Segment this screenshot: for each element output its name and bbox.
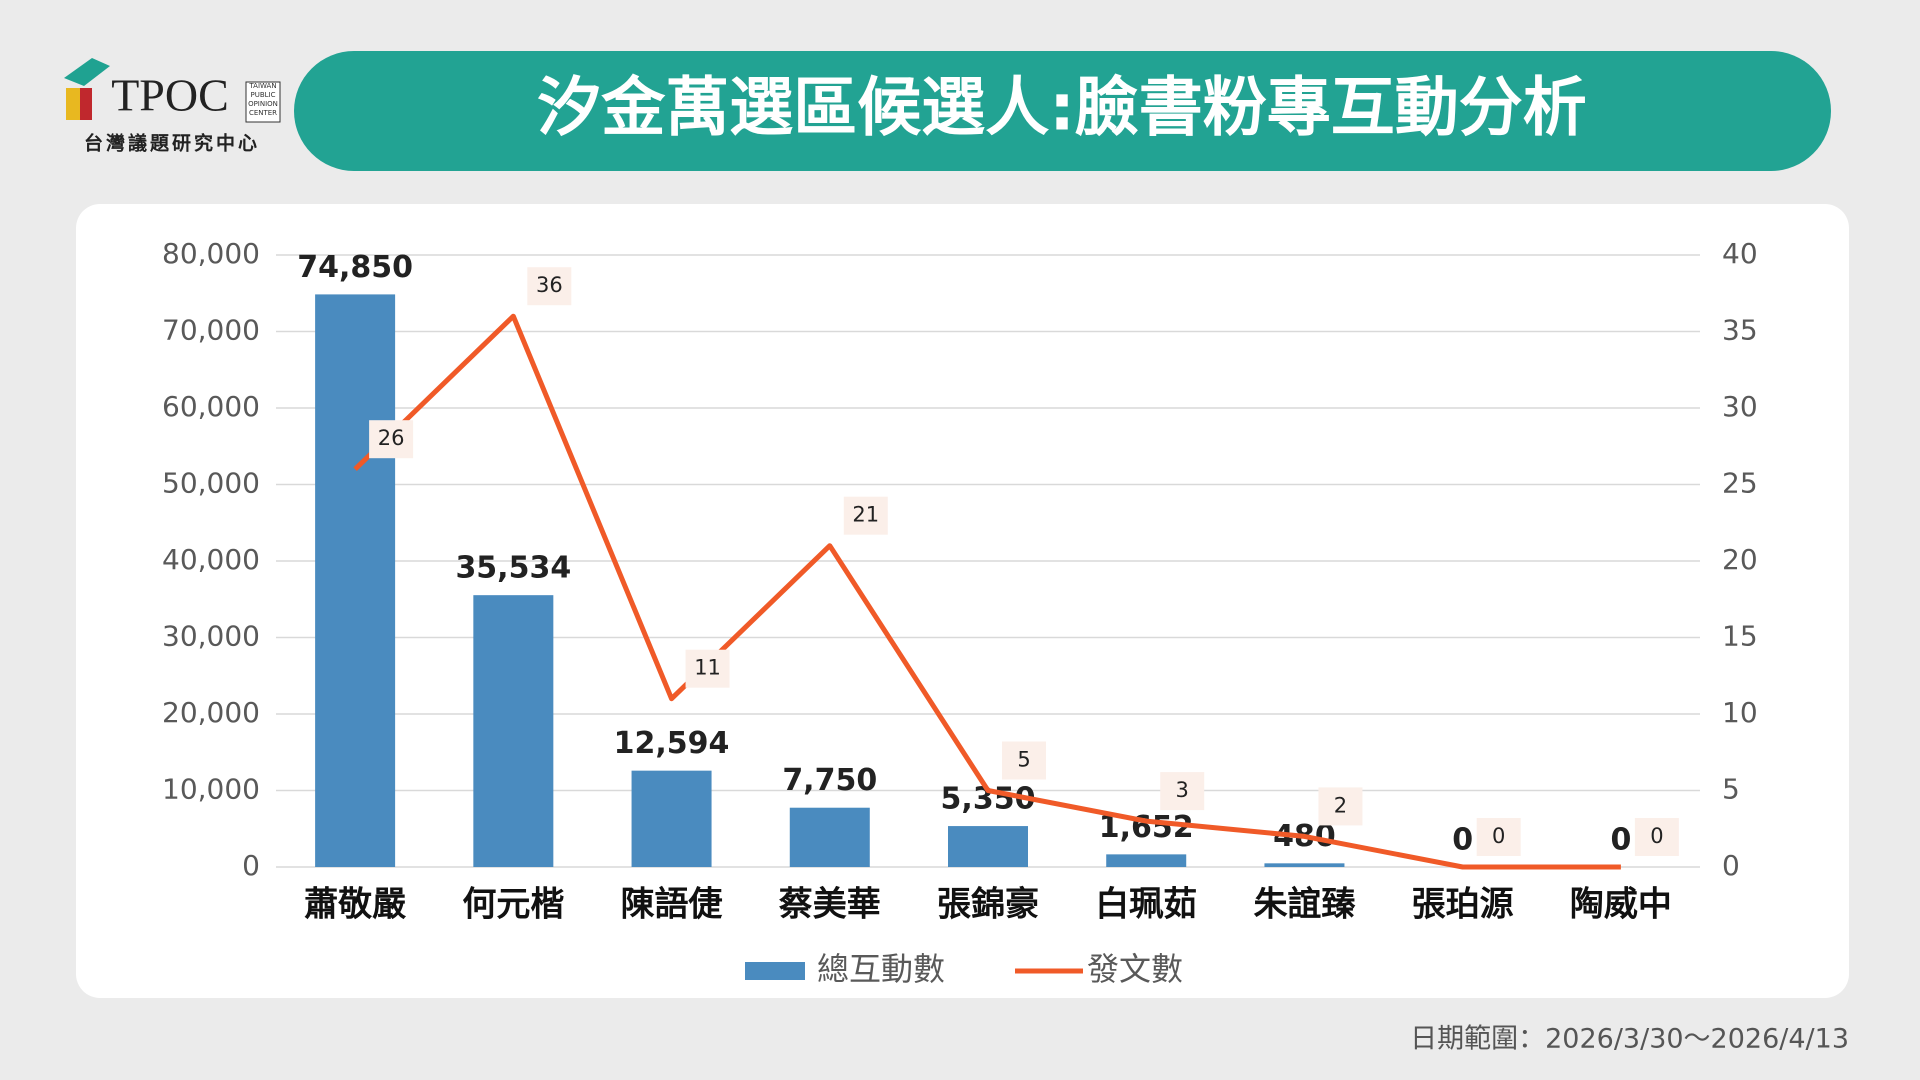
- y-tick-label: 60,000: [162, 390, 260, 423]
- y2-tick-label: 10: [1722, 696, 1758, 729]
- bar: [948, 826, 1028, 867]
- x-tick-label: 陳語倢: [621, 885, 723, 925]
- bar: [789, 807, 870, 867]
- bar-value-label: 0: [1452, 823, 1473, 858]
- title-banner: [294, 51, 1831, 171]
- plot: 0 10,000 20,000 30,000 40,000 50,000 60,000 70,…: [162, 237, 1758, 988]
- x-tick-label: 蕭敬嚴: [304, 885, 406, 925]
- y-tick-label: 40,000: [162, 543, 260, 576]
- legend-label: 發文數: [1087, 950, 1183, 988]
- x-tick-label: 何元楷: [462, 885, 564, 925]
- y-tick-label: 10,000: [162, 773, 260, 806]
- logo: TPOC TAIWAN PUBLIC OPINION CENTER 台灣議題研究…: [64, 58, 281, 155]
- bar: [1106, 854, 1187, 867]
- bar: [631, 770, 712, 867]
- line-value-label: 5: [1017, 748, 1030, 772]
- line-label-box: [685, 649, 730, 688]
- line-label-box: [527, 267, 572, 306]
- date-range: 日期範圍：2026/3/30～2026/4/13: [1410, 1024, 1849, 1055]
- line-value-label: 26: [378, 426, 405, 450]
- bar-value-label: 0: [1610, 823, 1631, 858]
- line-value-label: 11: [694, 656, 721, 680]
- y2-tick-label: 15: [1722, 620, 1758, 653]
- y-tick-label: 20,000: [162, 696, 260, 729]
- line-value-label: 0: [1492, 824, 1505, 848]
- logo-box: [245, 81, 281, 123]
- bar-value-label: 35,534: [455, 551, 571, 586]
- line-label-box: [1476, 818, 1521, 856]
- line-value-label: 3: [1176, 778, 1189, 802]
- x-tick-label: 朱誼臻: [1253, 885, 1356, 925]
- logo-english: CENTER: [249, 109, 277, 117]
- line-label-box: [843, 496, 888, 535]
- bar-value-label: 74,850: [297, 250, 413, 285]
- y2-tick-label: 25: [1722, 467, 1758, 500]
- y2-tick-label: 5: [1722, 773, 1740, 806]
- bar: [473, 595, 554, 867]
- line-label-box: [1002, 741, 1046, 780]
- line-value-label: 21: [852, 503, 879, 527]
- logo-english: TAIWAN: [248, 82, 276, 90]
- chart-title: 汐金萬選區候選人:臉書粉專互動分析: [537, 72, 1587, 146]
- line-value-label: 0: [1650, 824, 1663, 848]
- x-tick-label: 蔡美華: [778, 885, 881, 925]
- line-label-box: [1634, 818, 1679, 856]
- line-label-box: [1318, 787, 1363, 826]
- line-value-label: 2: [1334, 793, 1347, 817]
- y-tick-label: 30,000: [162, 620, 260, 653]
- bar-value-label: 12,594: [614, 726, 730, 761]
- y2-tick-label: 20: [1722, 543, 1758, 576]
- y-tick-label: 0: [242, 849, 260, 882]
- logo-shape: [66, 88, 80, 120]
- logo-english: PUBLIC: [251, 91, 276, 99]
- y2-tick-label: 40: [1722, 237, 1758, 270]
- line: [353, 313, 1621, 870]
- bar: [315, 294, 396, 868]
- logo-shape: [80, 88, 92, 120]
- y-tick-label: 70,000: [162, 314, 260, 347]
- logo-abbr: TPOC: [111, 70, 229, 121]
- line-label-box: [1160, 772, 1205, 811]
- x-tick-label: 白珮茹: [1095, 885, 1197, 925]
- bar: [1264, 863, 1345, 867]
- x-tick-label: 張珀源: [1412, 885, 1514, 925]
- line-value-label: 36: [536, 273, 563, 297]
- line-label-box: [369, 420, 414, 459]
- x-tick-label: 張錦豪: [937, 885, 1039, 925]
- logo-name: 台灣議題研究中心: [84, 132, 260, 155]
- y2-tick-label: 35: [1722, 314, 1758, 347]
- y-tick-label: 50,000: [162, 467, 260, 500]
- bar-value-label: 7,750: [782, 763, 877, 798]
- y-tick-label: 80,000: [162, 237, 260, 270]
- y2-tick-label: 30: [1722, 390, 1758, 423]
- legend-label: 總互動數: [817, 950, 945, 988]
- y2-tick-label: 0: [1722, 849, 1740, 882]
- x-tick-label: 陶威中: [1570, 885, 1672, 925]
- legend-swatch: [745, 962, 805, 980]
- logo-shape: [64, 58, 110, 86]
- logo-english: OPINION: [248, 100, 278, 108]
